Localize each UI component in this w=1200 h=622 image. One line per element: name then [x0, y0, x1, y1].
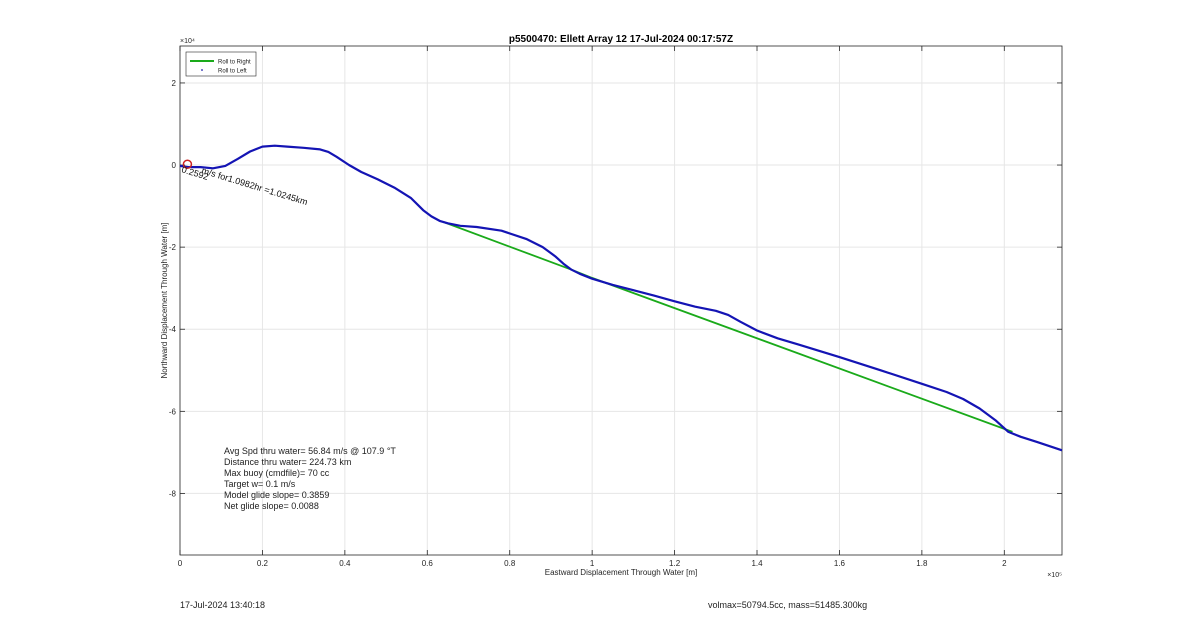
axes-box	[179, 45, 1063, 556]
legend-label: Roll to Left	[218, 69, 247, 75]
x-tick-label: 0	[178, 559, 183, 568]
annotation-line: Distance thru water= 224.73 km	[224, 457, 351, 467]
x-exponent-label: ×10⁵	[1047, 572, 1062, 579]
annotation-line: Model glide slope= 0.3859	[224, 490, 329, 500]
x-tick-label: 0.6	[422, 559, 434, 568]
x-axis-label: Eastward Displacement Through Water [m]	[545, 568, 698, 577]
x-tick-label: 2	[1002, 559, 1007, 568]
legend-swatch-roll-left	[201, 69, 203, 71]
series-line-roll-left	[179, 144, 1063, 452]
y-exponent-label: ×10⁴	[180, 38, 195, 45]
x-tick-label: 0.8	[504, 559, 516, 568]
y-axis-label: Northward Displacement Through Water [m]	[160, 222, 169, 378]
legend-label: Roll to Right	[218, 60, 251, 66]
x-tick-label: 1.2	[669, 559, 681, 568]
annotation-line: Net glide slope= 0.0088	[224, 501, 319, 511]
annotation-line: Max buoy (cmdfile)= 70 cc	[224, 468, 330, 478]
chart-title: p5500470: Ellett Array 12 17-Jul-2024 00…	[509, 34, 733, 45]
x-tick-label: 1.6	[834, 559, 846, 568]
x-tick-label: 1.8	[916, 559, 928, 568]
x-tick-label: 1	[590, 559, 595, 568]
annotation-line: Target w= 0.1 m/s	[224, 479, 296, 489]
y-tick-label: -8	[169, 489, 177, 498]
annotation-line: Avg Spd thru water= 56.84 m/s @ 107.9 °T	[224, 446, 396, 456]
footer-timestamp: 17-Jul-2024 13:40:18	[180, 600, 266, 610]
y-tick-label: -2	[169, 243, 177, 252]
legend-box	[185, 51, 257, 77]
x-tick-label: 0.4	[339, 559, 351, 568]
x-tick-label: 0.2	[257, 559, 269, 568]
y-tick-label: -6	[169, 407, 177, 416]
y-tick-label: 0	[172, 161, 177, 170]
footer-mass-info: volmax=50794.5cc, mass=51485.300kg	[708, 600, 868, 610]
start-marker	[182, 159, 193, 169]
y-tick-label: -4	[169, 325, 177, 334]
x-tick-label: 1.4	[751, 559, 763, 568]
y-tick-label: 2	[172, 79, 177, 88]
